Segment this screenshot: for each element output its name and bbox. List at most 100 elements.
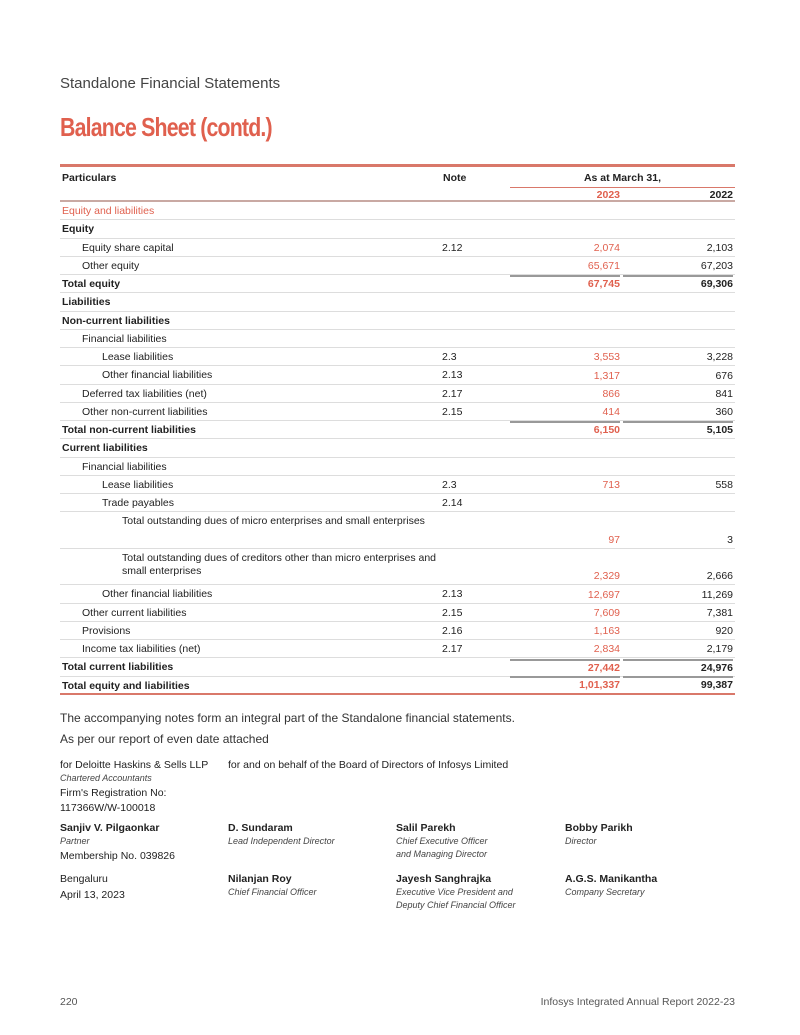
signatory-name: Jayesh Sanghrajka: [396, 873, 492, 885]
row-note: 2.17: [442, 643, 463, 655]
signatory-name: Nilanjan Roy: [228, 873, 292, 885]
signatory-role: Lead Independent Director: [228, 836, 335, 846]
row-label: Other financial liabilities: [102, 588, 213, 601]
value-2023: 6,150: [510, 421, 620, 436]
membership-number: Membership No. 039826: [60, 850, 175, 862]
table-row: Other equity 65,671 67,203: [60, 257, 735, 275]
value-2022: 2,103: [706, 241, 733, 254]
page-number: 220: [60, 996, 78, 1008]
signatory-role-cont: and Managing Director: [396, 849, 488, 859]
row-label: Current liabilities: [62, 442, 148, 455]
row-label: Equity: [62, 223, 95, 236]
value-2022: 841: [715, 387, 733, 400]
value-2023: 67,745: [510, 275, 620, 290]
value-2022: 2,666: [706, 570, 733, 583]
value-2023: 713: [602, 479, 620, 491]
row-label: Total equity: [62, 278, 121, 290]
row-label: Lease liabilities: [102, 351, 174, 363]
signatory: Nilanjan Roy Chief Financial Officer: [228, 873, 317, 899]
signatory: Jayesh Sanghrajka Executive Vice Presiden…: [396, 873, 516, 912]
signatory-role: Chief Financial Officer: [228, 887, 317, 897]
row-label: Total outstanding dues of micro enterpri…: [122, 515, 425, 528]
value-2022: 2,179: [706, 643, 733, 656]
row-label: Trade payables: [102, 497, 174, 509]
report-name: Infosys Integrated Annual Report 2022-23: [540, 996, 735, 1008]
col-year-2023: 2023: [596, 189, 620, 201]
signatory: D. Sundaram Lead Independent Director: [228, 822, 335, 848]
row-note: 2.15: [442, 606, 463, 619]
row-note: 2.16: [442, 624, 463, 637]
row-label: Provisions: [82, 624, 131, 637]
place-date: Bengaluru April 13, 2023: [60, 873, 125, 902]
row-label: Total non-current liabilities: [62, 424, 196, 436]
value-2022: 920: [715, 625, 733, 637]
row-label: Total current liabilities: [62, 661, 174, 674]
table-row: Equity: [60, 220, 735, 239]
value-2023: 414: [602, 406, 620, 418]
value-2023: 1,317: [593, 369, 620, 382]
value-2023: 27,442: [510, 658, 620, 674]
row-label: Other equity: [82, 259, 140, 272]
signatory-name: Salil Parekh: [396, 822, 456, 834]
value-2023: 1,163: [593, 625, 620, 637]
col-particulars: Particulars: [62, 172, 117, 184]
value-2022: 558: [715, 479, 733, 491]
table-row: Non-current liabilities: [60, 312, 735, 330]
value-2022: 67,203: [700, 260, 733, 272]
value-2022: 3,228: [706, 351, 733, 364]
row-label: Equity and liabilities: [62, 205, 155, 217]
table-row: Equity share capital 2.12 2,074 2,103: [60, 239, 735, 257]
table-row: Other non-current liabilities 2.15 414 360: [60, 403, 735, 421]
signatory-name: D. Sundaram: [228, 822, 293, 834]
table-row: Total current liabilities 27,442 24,976: [60, 658, 735, 677]
signatory-role-cont: Deputy Chief Financial Officer: [396, 900, 516, 910]
value-2023: 65,671: [587, 260, 620, 272]
value-2022: 69,306: [623, 275, 733, 290]
table-row: Total non-current liabilities 6,150 5,105: [60, 421, 735, 440]
row-label: Equity share capital: [82, 241, 174, 254]
row-label: Other financial liabilities: [102, 369, 213, 382]
value-2023: 2,329: [593, 570, 620, 583]
col-note: Note: [443, 172, 467, 184]
table-row: Total outstanding dues of micro enterpri…: [60, 512, 735, 549]
table-row: Other financial liabilities 2.13 12,697 11,…: [60, 585, 735, 604]
row-note: 2.3: [442, 351, 457, 363]
signatory-role: Chief Executive Officer: [396, 836, 488, 846]
auditor-type: Chartered Accountants: [60, 773, 152, 783]
signatory-role: Partner: [60, 836, 90, 846]
auditor-signatory: Sanjiv V. Pilgaonkar Partner Membership …: [60, 822, 175, 863]
value-2022: 7,381: [706, 606, 733, 619]
signatory: A.G.S. Manikantha Company Secretary: [565, 873, 657, 899]
table-top-rule: [60, 164, 735, 167]
signatory: Bobby Parikh Director: [565, 822, 633, 848]
row-label: Lease liabilities: [102, 478, 174, 491]
row-note: 2.3: [442, 478, 457, 491]
table-row: Total equity and liabilities 1,01,337 99,3…: [60, 675, 735, 695]
signatory-name: A.G.S. Manikantha: [565, 873, 658, 885]
value-2022: 5,105: [623, 421, 733, 436]
notes-statement: The accompanying notes form an integral …: [60, 711, 515, 725]
row-label: Financial liabilities: [82, 460, 167, 473]
board-heading: for and on behalf of the Board of Direct…: [228, 759, 509, 771]
row-label: Total outstanding dues of creditors othe…: [122, 551, 437, 577]
value-2022: 99,387: [623, 675, 733, 691]
table-row: Other financial liabilities 2.13 1,317 676: [60, 366, 735, 385]
col-as-at: As at March 31,: [510, 172, 735, 188]
table-row: Income tax liabilities (net) 2.17 2,834 2,1…: [60, 640, 735, 659]
value-2022: 24,976: [623, 658, 733, 674]
value-2023: 7,609: [593, 606, 620, 619]
row-label: Other current liabilities: [82, 606, 187, 619]
signatory-role: Executive Vice President and: [396, 887, 513, 897]
place: Bengaluru: [60, 873, 108, 885]
table-header: Particulars Note As at March 31, 2023 20…: [60, 167, 735, 202]
table-row: Other current liabilities 2.15 7,609 7,381: [60, 604, 735, 622]
row-note: 2.13: [442, 588, 463, 601]
table-row: Total equity 67,745 69,306: [60, 275, 735, 294]
auditor-block: for Deloitte Haskins & Sells LLP Charter…: [60, 759, 208, 815]
table-row: Trade payables 2.14: [60, 494, 735, 513]
value-2022: 676: [715, 369, 733, 382]
row-label: Liabilities: [62, 296, 111, 309]
value-2023: 2,834: [593, 643, 620, 656]
value-2023: 1,01,337: [510, 675, 620, 691]
signatory-name: Bobby Parikh: [565, 822, 633, 834]
